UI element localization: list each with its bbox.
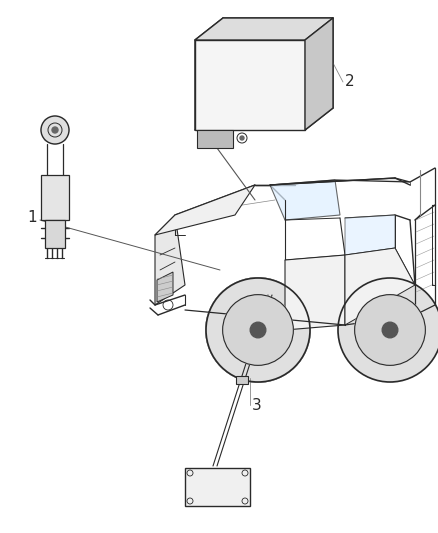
Polygon shape	[45, 220, 65, 248]
Polygon shape	[155, 185, 255, 235]
Circle shape	[206, 278, 310, 382]
Circle shape	[52, 127, 58, 133]
Polygon shape	[195, 40, 305, 130]
Polygon shape	[195, 18, 333, 40]
Polygon shape	[197, 130, 233, 148]
Bar	[236, 376, 248, 384]
Polygon shape	[345, 248, 415, 325]
Bar	[185, 468, 250, 506]
Polygon shape	[305, 18, 333, 130]
Polygon shape	[41, 175, 69, 220]
Circle shape	[240, 136, 244, 140]
Circle shape	[250, 322, 266, 338]
Polygon shape	[270, 178, 410, 185]
Polygon shape	[270, 180, 340, 220]
Polygon shape	[345, 215, 395, 255]
Circle shape	[338, 278, 438, 382]
Circle shape	[382, 322, 398, 338]
Text: 1: 1	[27, 211, 37, 225]
Polygon shape	[155, 215, 185, 305]
Polygon shape	[285, 255, 345, 330]
Text: 3: 3	[252, 398, 262, 413]
Polygon shape	[157, 272, 173, 302]
Circle shape	[41, 116, 69, 144]
Circle shape	[355, 295, 425, 365]
Circle shape	[223, 295, 293, 365]
Text: 2: 2	[345, 75, 355, 90]
